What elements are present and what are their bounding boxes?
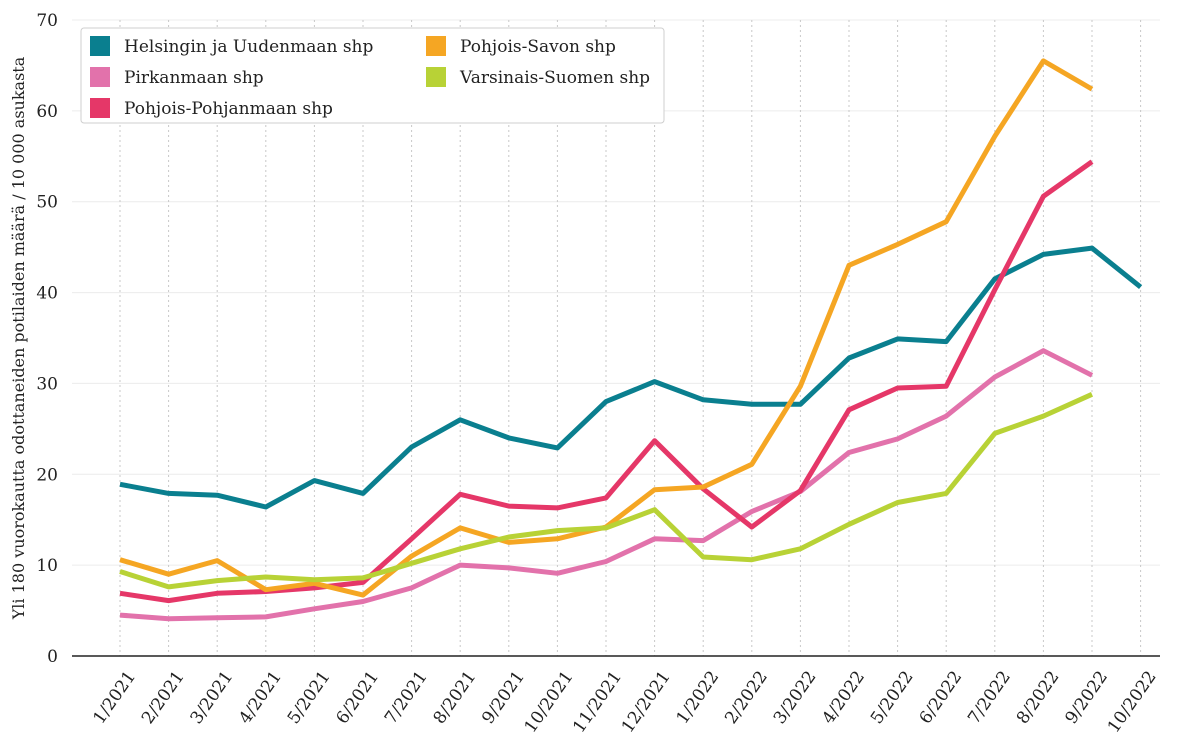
x-tick-label: 3/2022	[770, 667, 821, 727]
legend-swatch	[90, 98, 110, 118]
legend-swatch	[90, 36, 110, 56]
legend-swatch	[90, 67, 110, 87]
x-tick-label: 4/2021	[235, 667, 286, 727]
legend-label: Pohjois-Savon shp	[460, 37, 616, 57]
legend-label: Varsinais-Suomen shp	[459, 68, 650, 88]
legend-item: Varsinais-Suomen shp	[426, 67, 650, 88]
x-tick-label: 10/2022	[1104, 667, 1161, 736]
x-tick-label: 10/2021	[521, 667, 578, 736]
x-tick-label: 9/2022	[1061, 667, 1112, 727]
x-tick-label: 6/2022	[916, 667, 967, 727]
y-axis-label: Yli 180 vuorokautta odottaneiden potilai…	[9, 56, 28, 620]
x-tick-label: 8/2022	[1013, 667, 1064, 727]
legend-swatch	[426, 36, 446, 56]
y-tick-label: 20	[36, 465, 58, 485]
legend-label: Helsingin ja Uudenmaan shp	[124, 37, 373, 57]
y-tick-label: 50	[36, 193, 58, 213]
x-tick-label: 7/2022	[964, 667, 1015, 727]
y-tick-label: 0	[47, 647, 58, 667]
x-tick-label: 7/2021	[381, 667, 432, 727]
series-line-pirkanmaan-shp	[119, 348, 1094, 622]
legend-item: Helsingin ja Uudenmaan shp	[90, 36, 373, 57]
x-tick-label: 5/2021	[284, 667, 335, 727]
x-tick-label: 1/2021	[89, 667, 140, 727]
x-tick-label: 8/2021	[430, 667, 481, 727]
x-tick-label: 2/2022	[721, 667, 772, 727]
x-tick-label: 12/2021	[618, 667, 675, 736]
legend-item: Pohjois-Pohjanmaan shp	[90, 98, 333, 119]
series-line-varsinais-suomen-shp	[119, 392, 1094, 590]
x-tick-label: 9/2021	[478, 667, 529, 727]
x-tick-label: 2/2021	[138, 667, 189, 727]
y-tick-label: 60	[36, 102, 58, 122]
legend-swatch	[426, 67, 446, 87]
x-tick-label: 5/2022	[867, 667, 918, 727]
y-tick-label: 40	[36, 284, 58, 304]
legend-label: Pirkanmaan shp	[124, 68, 264, 88]
x-tick-label: 1/2022	[673, 667, 724, 727]
x-tick-label: 4/2022	[818, 667, 869, 727]
x-tick-label: 11/2021	[569, 667, 626, 736]
y-tick-label: 30	[36, 374, 58, 394]
series-line-helsingin-ja-uudenmaan-shp	[119, 245, 1143, 510]
legend: Helsingin ja Uudenmaan shp Pirkanmaan shp…	[80, 27, 665, 124]
legend-label: Pohjois-Pohjanmaan shp	[124, 99, 333, 119]
y-tick-label: 70	[36, 11, 58, 31]
series-line-pohjois-pohjanmaan-shp	[119, 159, 1094, 604]
legend-item: Pohjois-Savon shp	[426, 36, 616, 57]
x-tick-label: 6/2021	[332, 667, 383, 727]
legend-box	[80, 27, 665, 124]
x-tick-label: 3/2021	[187, 667, 238, 727]
series-lines	[119, 58, 1143, 622]
y-tick-label: 10	[36, 556, 58, 576]
legend-item: Pirkanmaan shp	[90, 67, 264, 88]
